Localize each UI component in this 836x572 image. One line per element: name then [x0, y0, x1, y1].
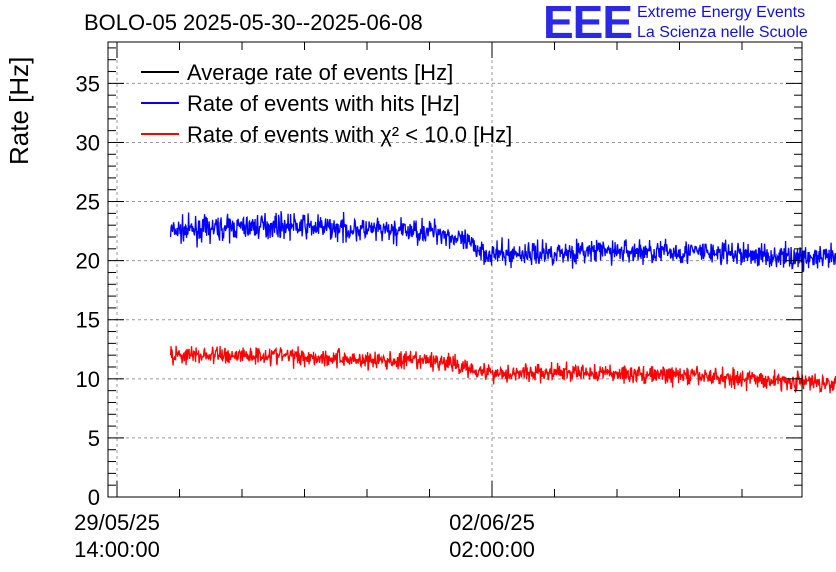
x-tick-label-time: 14:00:00 [74, 537, 160, 562]
plot-frame [107, 41, 803, 498]
brand: EEE Extreme Energy Events La Scienza nel… [543, 0, 833, 48]
y-tick-label: 15 [76, 308, 100, 333]
y-tick-label: 5 [88, 426, 100, 451]
y-axis-label: Rate [Hz] [4, 57, 34, 165]
series-line-1 [169, 211, 836, 273]
legend-label-2: Rate of events with χ² < 10.0 [Hz] [187, 122, 512, 147]
eee-logo: EEE [543, 0, 633, 48]
x-tick-label-time: 02:00:00 [449, 537, 535, 562]
grid-lines [108, 42, 802, 497]
y-tick-label: 10 [76, 367, 100, 392]
legend: Average rate of events [Hz] Rate of event… [141, 60, 512, 147]
brand-line-2: La Scienza nelle Scuole [637, 24, 808, 41]
series-layer [169, 211, 836, 394]
series-line-2 [169, 345, 836, 394]
legend-label-0: Average rate of events [Hz] [187, 60, 453, 85]
y-tick-label: 0 [88, 485, 100, 510]
y-tick-label: 30 [76, 130, 100, 155]
chart-title: BOLO-05 2025-05-30--2025-06-08 [84, 10, 423, 35]
x-tick-label-date: 02/06/25 [449, 510, 535, 535]
y-tick-label: 25 [76, 190, 100, 215]
y-tick-label: 35 [76, 71, 100, 96]
x-tick-label-date: 29/05/25 [74, 510, 160, 535]
y-tick-label: 20 [76, 249, 100, 274]
legend-label-1: Rate of events with hits [Hz] [187, 91, 460, 116]
brand-line-1: Extreme Energy Events [637, 4, 806, 21]
